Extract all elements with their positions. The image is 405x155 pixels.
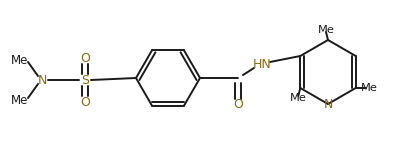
Text: O: O	[232, 98, 242, 111]
Text: HN: HN	[252, 58, 271, 71]
Text: S: S	[81, 73, 89, 86]
Text: O: O	[80, 95, 90, 108]
Text: Me: Me	[289, 93, 306, 103]
Text: Me: Me	[317, 25, 334, 35]
Text: N: N	[322, 97, 332, 111]
Text: Me: Me	[11, 53, 29, 66]
Text: Me: Me	[360, 83, 377, 93]
Text: N: N	[37, 73, 47, 86]
Text: Me: Me	[11, 93, 29, 106]
Text: O: O	[80, 51, 90, 64]
